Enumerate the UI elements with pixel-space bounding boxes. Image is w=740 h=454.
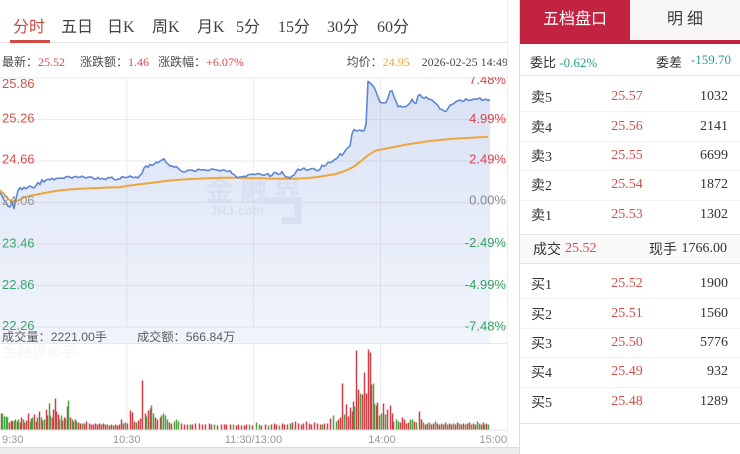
svg-text:2.49%: 2.49% bbox=[469, 152, 506, 167]
svg-text:7.48%: 7.48% bbox=[469, 77, 506, 87]
svg-text:11:30/13:00: 11:30/13:00 bbox=[225, 434, 282, 446]
svg-text:0.00%: 0.00% bbox=[469, 193, 506, 208]
svg-text:25.86: 25.86 bbox=[2, 77, 35, 91]
svg-text:23.46: 23.46 bbox=[2, 236, 35, 251]
svg-text:25.26: 25.26 bbox=[2, 111, 35, 126]
svg-text:-4.99%: -4.99% bbox=[465, 277, 507, 292]
svg-text:10:30: 10:30 bbox=[113, 434, 141, 446]
svg-text:24.06: 24.06 bbox=[2, 193, 35, 208]
svg-text:金融界の手: 金融界の手 bbox=[2, 344, 77, 361]
svg-text:4.99%: 4.99% bbox=[469, 111, 506, 126]
svg-text:-7.48%: -7.48% bbox=[465, 319, 507, 334]
svg-text:-2.49%: -2.49% bbox=[465, 235, 507, 250]
svg-text:22.26: 22.26 bbox=[2, 318, 35, 333]
svg-text:JRJ.com: JRJ.com bbox=[210, 203, 264, 218]
svg-text:15:00: 15:00 bbox=[479, 434, 507, 446]
svg-text:14:00: 14:00 bbox=[368, 434, 396, 446]
svg-text:9:30: 9:30 bbox=[2, 434, 23, 446]
svg-text:24.66: 24.66 bbox=[2, 152, 35, 167]
svg-text:22.86: 22.86 bbox=[2, 277, 35, 292]
